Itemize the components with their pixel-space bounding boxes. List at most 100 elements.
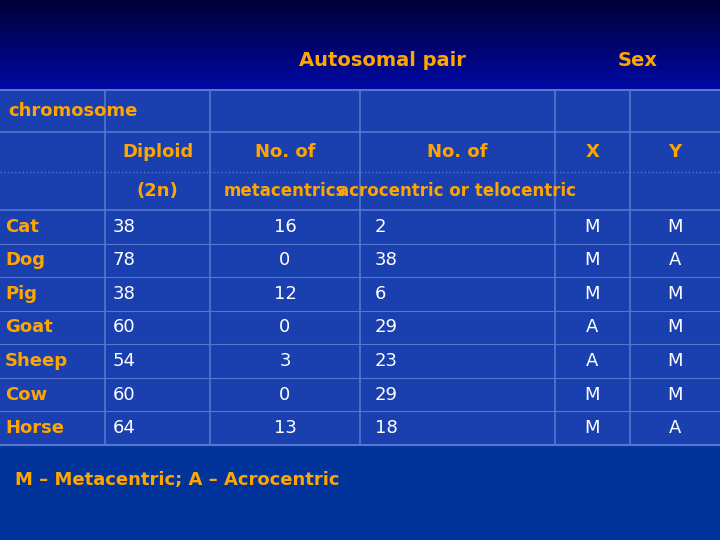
Bar	[0, 454, 720, 459]
Text: 38: 38	[113, 218, 136, 236]
Bar	[0, 356, 720, 362]
Bar	[0, 221, 720, 227]
Text: 38: 38	[113, 285, 136, 303]
Bar	[0, 502, 720, 508]
Bar	[0, 491, 720, 497]
Text: 54: 54	[113, 352, 136, 370]
Bar	[0, 302, 720, 308]
Bar	[0, 475, 720, 481]
Bar	[0, 151, 720, 157]
Text: chromosome: chromosome	[8, 102, 138, 120]
Bar	[0, 97, 720, 103]
Bar	[0, 459, 720, 464]
Text: M: M	[667, 352, 683, 370]
Bar	[0, 275, 720, 281]
Text: 29: 29	[375, 386, 398, 403]
Bar	[0, 211, 720, 216]
Bar	[0, 421, 720, 427]
Bar	[0, 470, 720, 475]
Text: 0: 0	[279, 251, 291, 269]
Bar	[0, 281, 720, 286]
Text: Diploid: Diploid	[122, 143, 193, 161]
Bar	[0, 524, 720, 529]
Bar	[0, 297, 720, 302]
Bar	[0, 232, 720, 238]
Bar	[0, 513, 720, 518]
Text: 2: 2	[375, 218, 387, 236]
Bar	[0, 410, 720, 416]
Bar	[0, 90, 720, 445]
Text: Sex: Sex	[618, 51, 657, 70]
Bar	[0, 108, 720, 113]
Bar	[0, 178, 720, 184]
Bar	[0, 157, 720, 162]
Bar	[0, 448, 720, 454]
Bar	[0, 167, 720, 173]
Bar	[0, 227, 720, 232]
Bar	[0, 119, 720, 124]
Bar	[0, 373, 720, 378]
Text: A: A	[586, 352, 599, 370]
Bar	[0, 65, 720, 70]
Text: M – Metacentric; A – Acrocentric: M – Metacentric; A – Acrocentric	[15, 471, 340, 489]
Text: M: M	[667, 285, 683, 303]
Bar	[0, 27, 720, 32]
Bar	[0, 124, 720, 130]
Bar	[0, 286, 720, 292]
Bar	[0, 0, 720, 5]
Text: 0: 0	[279, 386, 291, 403]
Text: 6: 6	[375, 285, 387, 303]
Text: M: M	[585, 419, 600, 437]
Bar	[0, 432, 720, 437]
Bar	[0, 205, 720, 211]
Text: M: M	[585, 285, 600, 303]
Text: 60: 60	[113, 319, 135, 336]
Bar	[0, 265, 720, 270]
Bar	[0, 49, 720, 54]
Bar	[0, 86, 720, 92]
Text: Autosomal pair: Autosomal pair	[299, 51, 466, 70]
Bar	[0, 427, 720, 432]
Bar	[0, 394, 720, 400]
Text: Goat: Goat	[5, 319, 53, 336]
Bar	[0, 367, 720, 373]
Bar	[0, 389, 720, 394]
Text: Sheep: Sheep	[5, 352, 68, 370]
Bar	[0, 130, 720, 135]
Text: M: M	[667, 218, 683, 236]
Bar	[0, 70, 720, 76]
Text: Y: Y	[668, 143, 682, 161]
Bar	[0, 351, 720, 356]
Bar	[0, 254, 720, 259]
Bar	[0, 92, 720, 97]
Bar	[0, 81, 720, 86]
Text: 12: 12	[274, 285, 297, 303]
Text: 29: 29	[375, 319, 398, 336]
Bar	[0, 383, 720, 389]
Bar	[0, 324, 720, 329]
Bar	[0, 497, 720, 502]
Bar	[0, 535, 720, 540]
Text: A: A	[586, 319, 599, 336]
Bar	[0, 113, 720, 119]
Text: Dog: Dog	[5, 251, 45, 269]
Bar	[0, 248, 720, 254]
Bar	[0, 103, 720, 108]
Bar	[0, 529, 720, 535]
Bar	[0, 329, 720, 335]
Bar	[0, 238, 720, 243]
Text: M: M	[585, 218, 600, 236]
Bar	[0, 346, 720, 351]
Bar	[0, 76, 720, 81]
Text: 60: 60	[113, 386, 135, 403]
Text: Cow: Cow	[5, 386, 47, 403]
Text: A: A	[669, 419, 681, 437]
Text: No. of: No. of	[427, 143, 487, 161]
Text: 0: 0	[279, 319, 291, 336]
Bar	[0, 335, 720, 340]
Bar	[0, 32, 720, 38]
Text: X: X	[585, 143, 600, 161]
Bar	[0, 194, 720, 200]
Text: Cat: Cat	[5, 218, 39, 236]
Text: 38: 38	[375, 251, 398, 269]
